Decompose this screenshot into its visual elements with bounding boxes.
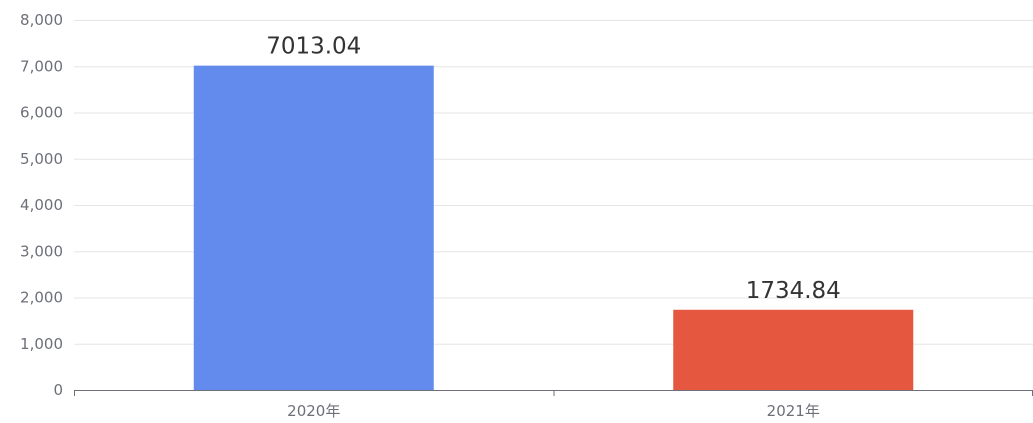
x-axis bbox=[74, 390, 1033, 396]
bar-value-label: 7013.04 bbox=[266, 34, 361, 60]
y-tick-label: 0 bbox=[53, 381, 63, 399]
y-tick-label: 7,000 bbox=[20, 57, 63, 75]
y-tick-label: 4,000 bbox=[20, 196, 63, 214]
y-tick-label: 1,000 bbox=[20, 335, 63, 353]
bar-value-labels: 7013.04 1734.84 bbox=[266, 34, 841, 304]
y-axis-tick-labels: 0 1,000 2,000 3,000 4,000 5,000 6,000 7,000 8,00… bbox=[20, 11, 63, 399]
bar-1 bbox=[673, 309, 914, 390]
y-tick-label: 6,000 bbox=[20, 104, 63, 122]
x-tick-label: 2020年 bbox=[287, 402, 340, 420]
y-tick-label: 5,000 bbox=[20, 150, 63, 168]
bar-value-label: 1734.84 bbox=[746, 278, 841, 304]
bar-0 bbox=[193, 65, 434, 390]
y-tick-label: 8,000 bbox=[20, 11, 63, 29]
x-axis-tick-labels: 2020年 2021年 bbox=[287, 402, 820, 420]
bars bbox=[193, 65, 914, 390]
x-tick-label: 2021年 bbox=[767, 402, 820, 420]
y-tick-label: 2,000 bbox=[20, 289, 63, 307]
y-tick-label: 3,000 bbox=[20, 242, 63, 260]
